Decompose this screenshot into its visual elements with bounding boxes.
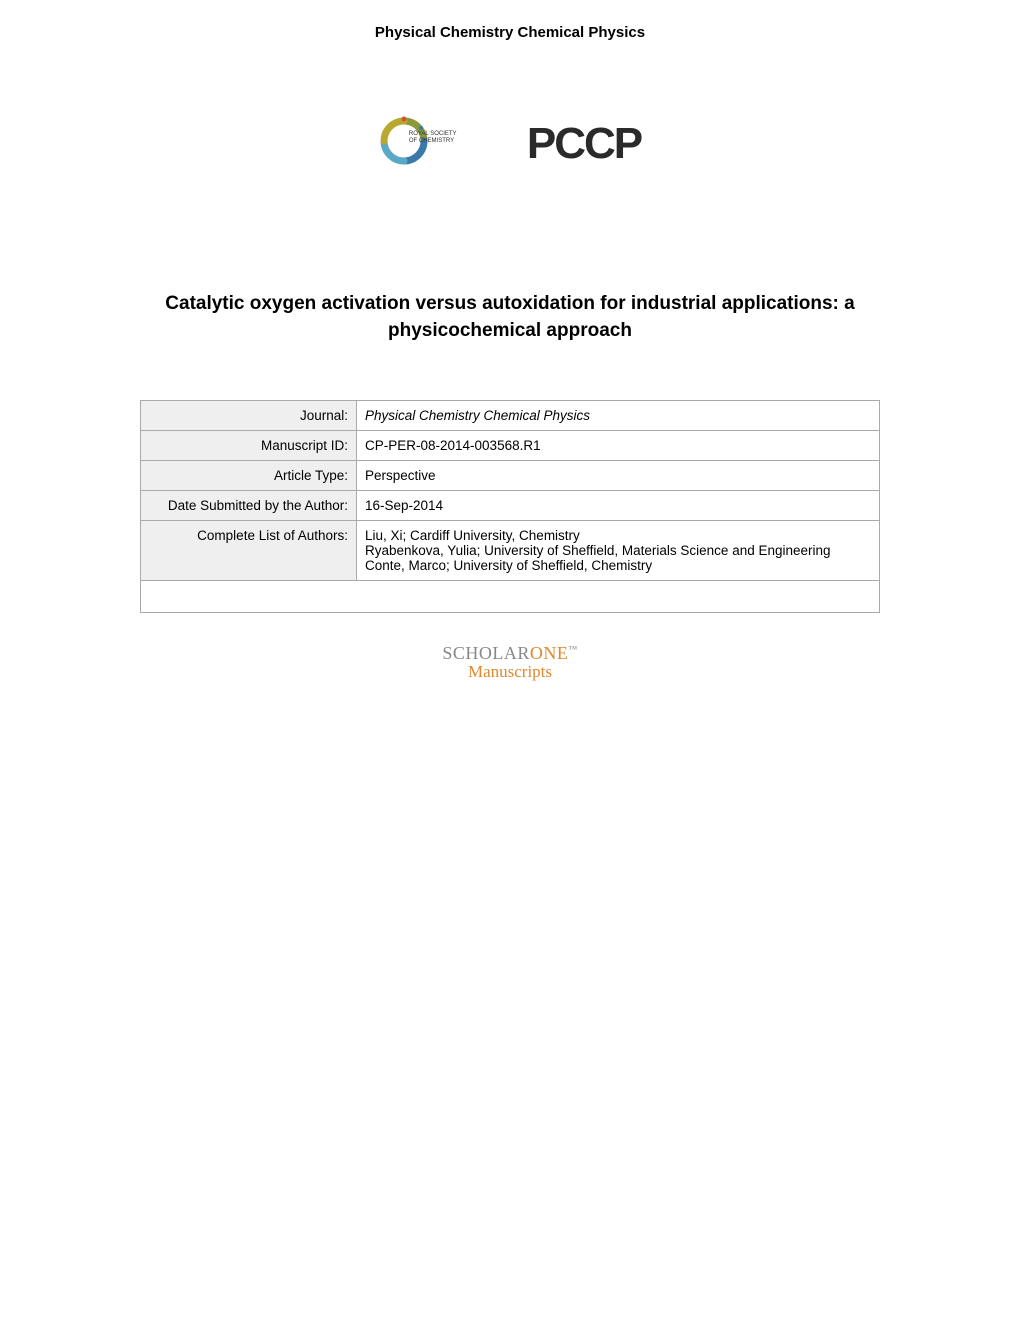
scholarone-prefix: SCHOLAR — [442, 643, 530, 663]
logos-container: ROYAL SOCIETY OF CHEMISTRY PCCP — [0, 111, 1020, 176]
table-footer-row — [141, 581, 880, 613]
metadata-label: Journal: — [141, 401, 357, 431]
table-row: Date Submitted by the Author:16-Sep-2014 — [141, 491, 880, 521]
table-row: Article Type:Perspective — [141, 461, 880, 491]
metadata-value: 16-Sep-2014 — [357, 491, 880, 521]
pccp-logo: PCCP — [527, 119, 641, 169]
table-row: Complete List of Authors:Liu, Xi; Cardif… — [141, 521, 880, 581]
rsc-text-line2: OF CHEMISTRY — [409, 138, 457, 145]
rsc-logo: ROYAL SOCIETY OF CHEMISTRY — [379, 111, 469, 176]
metadata-value: Physical Chemistry Chemical Physics — [357, 401, 880, 431]
scholarone-tm: ™ — [568, 644, 577, 654]
metadata-value: CP-PER-08-2014-003568.R1 — [357, 431, 880, 461]
metadata-table: Journal:Physical Chemistry Chemical Phys… — [140, 400, 880, 613]
table-footer-cell — [141, 581, 880, 613]
table-row: Manuscript ID:CP-PER-08-2014-003568.R1 — [141, 431, 880, 461]
metadata-label: Manuscript ID: — [141, 431, 357, 461]
scholarone-sub: Manuscripts — [0, 662, 1020, 682]
metadata-value: Perspective — [357, 461, 880, 491]
metadata-label: Date Submitted by the Author: — [141, 491, 357, 521]
scholarone-suffix: ONE — [530, 643, 569, 663]
rsc-text-line1: ROYAL SOCIETY — [409, 131, 457, 138]
scholarone-main: SCHOLARONE™ — [0, 643, 1020, 664]
metadata-label: Complete List of Authors: — [141, 521, 357, 581]
page-header-title: Physical Chemistry Chemical Physics — [0, 0, 1020, 41]
metadata-label: Article Type: — [141, 461, 357, 491]
rsc-text: ROYAL SOCIETY OF CHEMISTRY — [409, 131, 457, 144]
scholarone-footer: SCHOLARONE™ Manuscripts — [0, 643, 1020, 682]
table-row: Journal:Physical Chemistry Chemical Phys… — [141, 401, 880, 431]
metadata-value: Liu, Xi; Cardiff University, ChemistryRy… — [357, 521, 880, 581]
article-title: Catalytic oxygen activation versus autox… — [0, 291, 1020, 344]
